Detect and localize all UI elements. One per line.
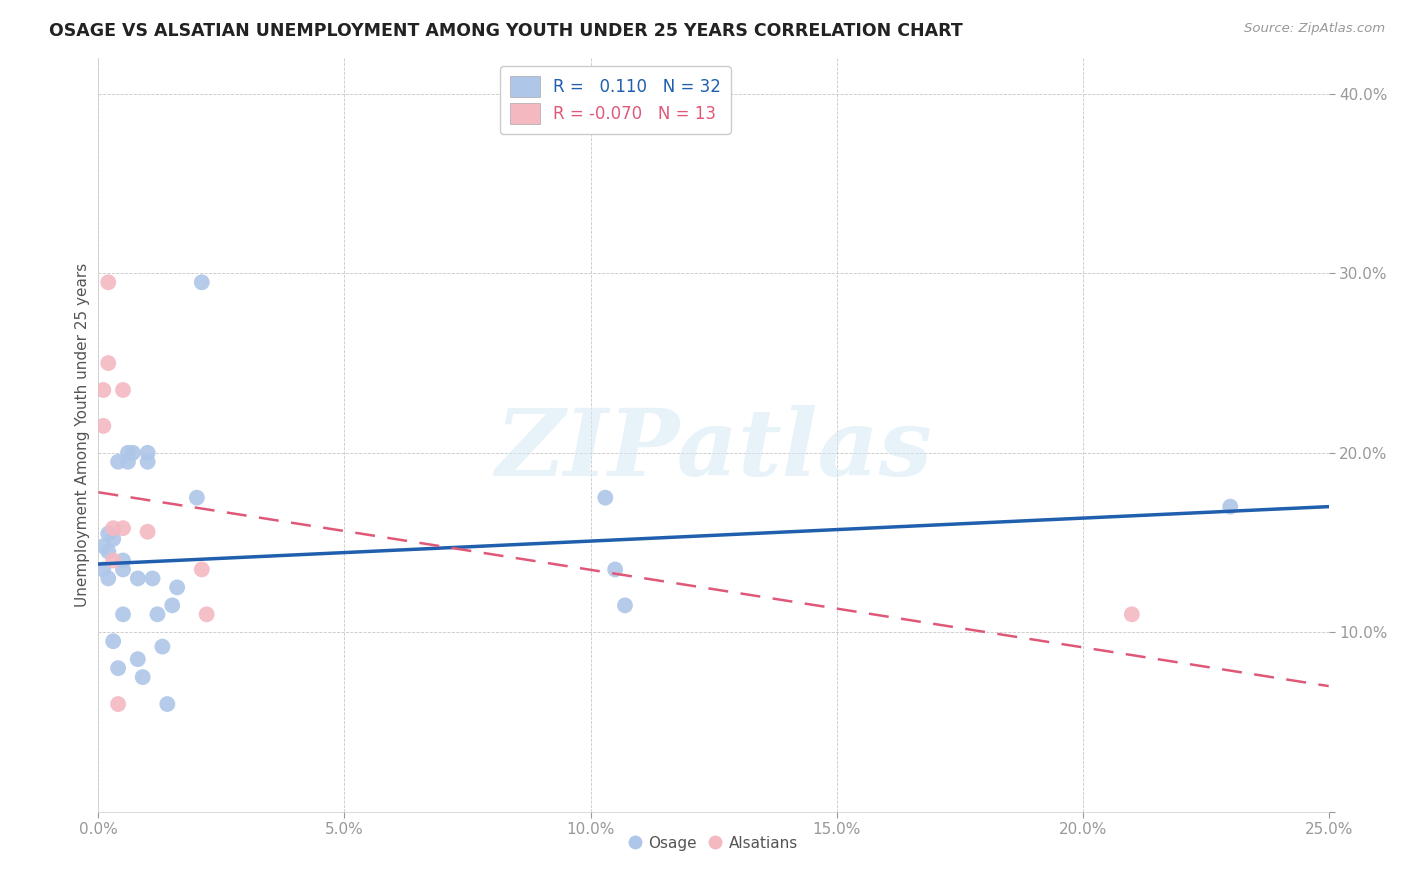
Point bbox=[97, 544, 120, 558]
Point bbox=[112, 383, 135, 397]
Point bbox=[112, 553, 135, 567]
Point bbox=[605, 562, 627, 576]
Point bbox=[93, 562, 115, 576]
Point bbox=[112, 562, 135, 576]
Point bbox=[127, 652, 149, 666]
Point bbox=[93, 418, 115, 433]
Point bbox=[162, 599, 183, 613]
Point bbox=[97, 526, 120, 541]
Point bbox=[107, 697, 129, 711]
Point bbox=[103, 521, 125, 535]
Point bbox=[93, 383, 115, 397]
Point bbox=[97, 356, 120, 370]
Point bbox=[195, 607, 218, 622]
Point bbox=[191, 275, 214, 289]
Legend: Osage, Alsatians: Osage, Alsatians bbox=[623, 830, 804, 857]
Point bbox=[136, 446, 159, 460]
Y-axis label: Unemployment Among Youth under 25 years: Unemployment Among Youth under 25 years bbox=[75, 263, 90, 607]
Point bbox=[103, 532, 125, 546]
Point bbox=[97, 571, 120, 585]
Point bbox=[146, 607, 169, 622]
Point bbox=[93, 539, 115, 553]
Point bbox=[136, 455, 159, 469]
Point bbox=[152, 640, 174, 654]
Point bbox=[191, 562, 214, 576]
Point bbox=[103, 634, 125, 648]
Text: OSAGE VS ALSATIAN UNEMPLOYMENT AMONG YOUTH UNDER 25 YEARS CORRELATION CHART: OSAGE VS ALSATIAN UNEMPLOYMENT AMONG YOU… bbox=[49, 22, 963, 40]
Point bbox=[112, 521, 135, 535]
Text: Source: ZipAtlas.com: Source: ZipAtlas.com bbox=[1244, 22, 1385, 36]
Point bbox=[156, 697, 179, 711]
Point bbox=[122, 446, 145, 460]
Point bbox=[107, 661, 129, 675]
Point bbox=[117, 446, 139, 460]
Point bbox=[166, 581, 188, 595]
Point bbox=[127, 571, 149, 585]
Point bbox=[97, 275, 120, 289]
Point bbox=[103, 553, 125, 567]
Point bbox=[1121, 607, 1143, 622]
Point bbox=[595, 491, 617, 505]
Point bbox=[186, 491, 208, 505]
Point bbox=[112, 607, 135, 622]
Point bbox=[1219, 500, 1241, 514]
Point bbox=[141, 571, 165, 585]
Text: ZIPatlas: ZIPatlas bbox=[495, 405, 932, 495]
Point bbox=[136, 524, 159, 539]
Point bbox=[614, 599, 637, 613]
Point bbox=[107, 455, 129, 469]
Point bbox=[117, 455, 139, 469]
Point bbox=[132, 670, 155, 684]
